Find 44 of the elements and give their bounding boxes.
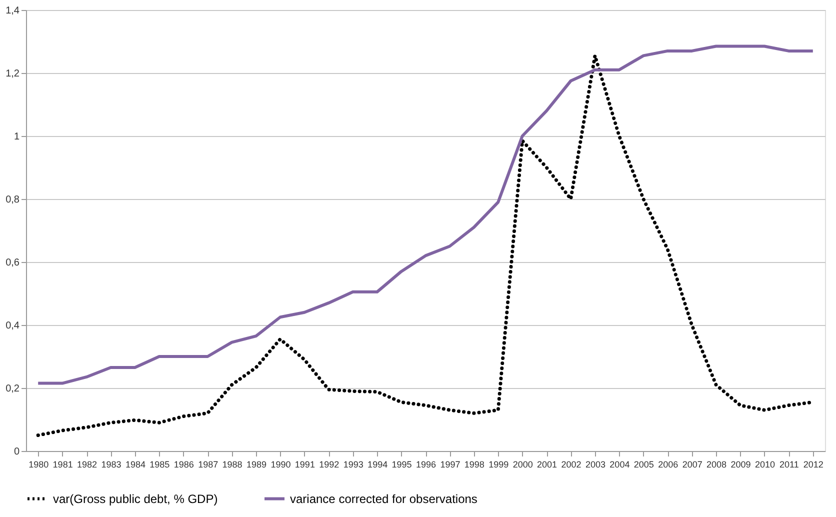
line-series [36,44,814,385]
x-tick-label: 2004 [610,460,630,470]
x-tick-label: 1990 [270,460,291,470]
x-tick-label: 2010 [754,460,775,470]
x-tick-label: 2008 [706,460,727,470]
y-tick-label: 1,2 [6,68,20,80]
x-tick-label: 2002 [561,460,582,470]
y-tick-label: 1,4 [6,6,20,16]
x-tick-label: 1994 [368,460,388,470]
x-tick-label: 2006 [658,460,678,470]
x-tick-label: 2000 [512,460,533,470]
x-tick-label: 1987 [198,460,218,470]
x-tick-label: 1985 [150,460,170,470]
x-tick-label: 1991 [294,460,315,470]
y-tick-label: 0,2 [6,384,20,394]
x-tick-label: 1988 [222,460,242,470]
legend-label: variance corrected for observations [290,492,478,506]
y-tick-label: 0 [14,446,20,458]
x-tick-label: 1996 [416,460,436,470]
x-tick-label: 1995 [392,460,412,470]
x-tick-label: 1992 [319,460,340,470]
x-tick-label: 2001 [537,460,558,470]
x-tick-label: 1982 [77,460,98,470]
x-tick-label: 2011 [780,460,799,470]
x-tick-label: 1999 [488,460,509,470]
x-tick-label: 1989 [246,460,267,470]
x-tick-label: 1986 [174,460,194,470]
x-tick-label: 2012 [803,460,824,470]
x-tick-label: 1980 [28,460,49,470]
x-tick-label: 2009 [730,460,751,470]
y-tick-label: 0,4 [6,320,20,332]
x-tick-label: 2007 [682,460,702,470]
x-tick-label: 1984 [125,460,146,470]
x-tick-label: 1983 [101,460,122,470]
y-tick-label: 0,8 [6,194,20,206]
x-tick-label: 1993 [343,460,364,470]
x-tick-label: 1998 [464,460,484,470]
x-tick-label: 2005 [634,460,654,470]
x-tick-label: 1981 [52,460,73,470]
y-tick-label: 1 [14,132,20,142]
x-tick-label: 2003 [585,460,606,470]
legend-label: var(Gross public debt, % GDP) [53,492,218,506]
y-tick-label: 0,6 [6,258,20,268]
x-tick-label: 1997 [440,460,460,470]
